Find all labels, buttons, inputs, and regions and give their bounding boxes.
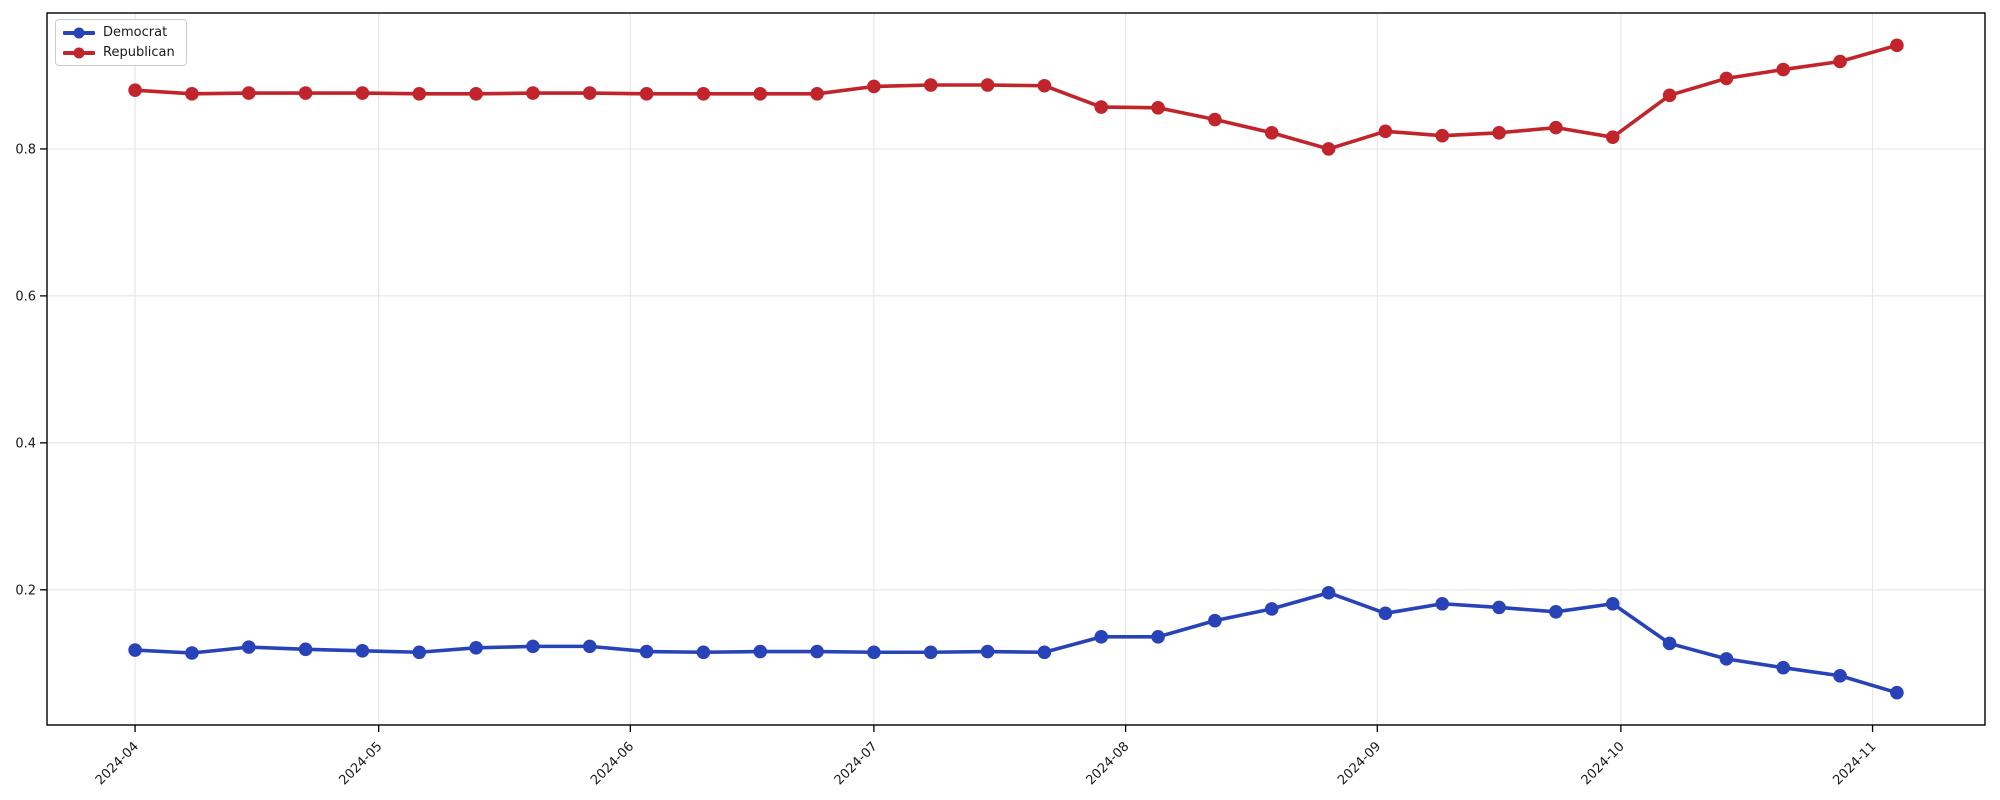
republican-marker [355, 86, 370, 100]
democrat-marker [1492, 600, 1506, 615]
republican-marker [1208, 112, 1222, 127]
democrat-marker [298, 642, 313, 657]
democrat-marker [810, 644, 824, 659]
democrat-marker [1776, 660, 1791, 675]
democrat-marker [1435, 596, 1450, 611]
republican-marker [526, 86, 540, 100]
x-tick-label: 2024-06 [588, 739, 637, 788]
democrat-line [134, 590, 1898, 695]
legend-label-republican: Republican [103, 45, 175, 60]
republican-marker [1094, 100, 1109, 114]
republican-marker [241, 86, 256, 100]
democrat-marker [128, 643, 142, 657]
legend-label-democrat: Democrat [103, 25, 168, 40]
democrat-marker [582, 639, 597, 654]
republican-marker [639, 87, 654, 101]
republican-marker [867, 79, 881, 94]
democrat-marker [867, 645, 881, 660]
republican-marker [412, 87, 427, 101]
legend-item-democrat: Democrat [63, 24, 178, 41]
republican-marker [469, 87, 483, 101]
republican-marker [582, 86, 597, 100]
democrat-line-swatch-icon [63, 27, 95, 38]
y-tick-label: 0.2 [15, 583, 36, 598]
democrat-marker [1719, 652, 1734, 666]
republican-marker [696, 87, 711, 101]
democrat-marker [980, 644, 995, 659]
republican-marker [128, 83, 142, 97]
republican-marker [1776, 62, 1791, 77]
republican-marker [923, 78, 938, 92]
democrat-marker [241, 640, 256, 654]
x-tick-label: 2024-10 [1579, 739, 1628, 788]
republican-marker [185, 87, 199, 101]
democrat-marker [923, 645, 938, 660]
democrat-marker [1662, 636, 1677, 651]
democrat-marker [1605, 596, 1620, 611]
democrat-marker [1549, 605, 1563, 619]
democrat-marker [1208, 613, 1222, 628]
y-tick-label: 0.6 [15, 289, 36, 304]
democrat-marker [526, 639, 540, 654]
democrat-marker [185, 646, 199, 660]
republican-marker [980, 78, 995, 92]
republican-marker [1890, 38, 1904, 53]
democrat-marker [1890, 685, 1904, 700]
republican-marker [1435, 128, 1450, 143]
democrat-marker [1321, 585, 1336, 600]
x-tick-label: 2024-05 [336, 739, 385, 788]
democrat-marker [1378, 606, 1393, 621]
republican-line-swatch-icon [63, 47, 95, 58]
democrat-marker [355, 643, 370, 658]
republican-marker [298, 86, 313, 100]
x-tick-label: 2024-07 [832, 739, 881, 788]
x-tick-label: 2024-04 [93, 739, 142, 788]
democrat-marker [753, 644, 768, 659]
plot-border [46, 12, 1986, 726]
democrat-marker [469, 641, 483, 655]
democrat-marker [696, 645, 711, 660]
republican-marker [1833, 54, 1847, 69]
democrat-marker [1037, 645, 1052, 660]
republican-marker [1719, 71, 1734, 86]
x-tick-label: 2024-09 [1335, 739, 1384, 788]
x-tick-label: 2024-11 [1830, 739, 1879, 788]
y-tick-label: 0.4 [15, 436, 36, 451]
republican-marker [753, 87, 768, 101]
democrat-marker [1264, 602, 1279, 616]
republican-marker [810, 87, 824, 101]
republican-marker [1378, 124, 1393, 139]
republican-marker [1662, 88, 1677, 103]
republican-marker [1151, 100, 1165, 115]
y-tick-label: 0.8 [15, 142, 36, 157]
republican-marker [1321, 142, 1336, 156]
legend: Democrat Republican [55, 19, 187, 66]
republican-line [134, 43, 1898, 151]
x-tick-label: 2024-08 [1083, 739, 1132, 788]
republican-marker [1037, 78, 1052, 93]
democrat-marker [1094, 630, 1109, 644]
republican-marker [1605, 130, 1620, 144]
republican-marker [1492, 125, 1506, 140]
legend-item-republican: Republican [63, 44, 178, 61]
democrat-marker [412, 645, 427, 660]
republican-marker [1264, 125, 1279, 140]
democrat-marker [1151, 630, 1165, 644]
democrat-marker [639, 644, 654, 659]
republican-marker [1549, 120, 1563, 135]
democrat-marker [1833, 668, 1847, 683]
